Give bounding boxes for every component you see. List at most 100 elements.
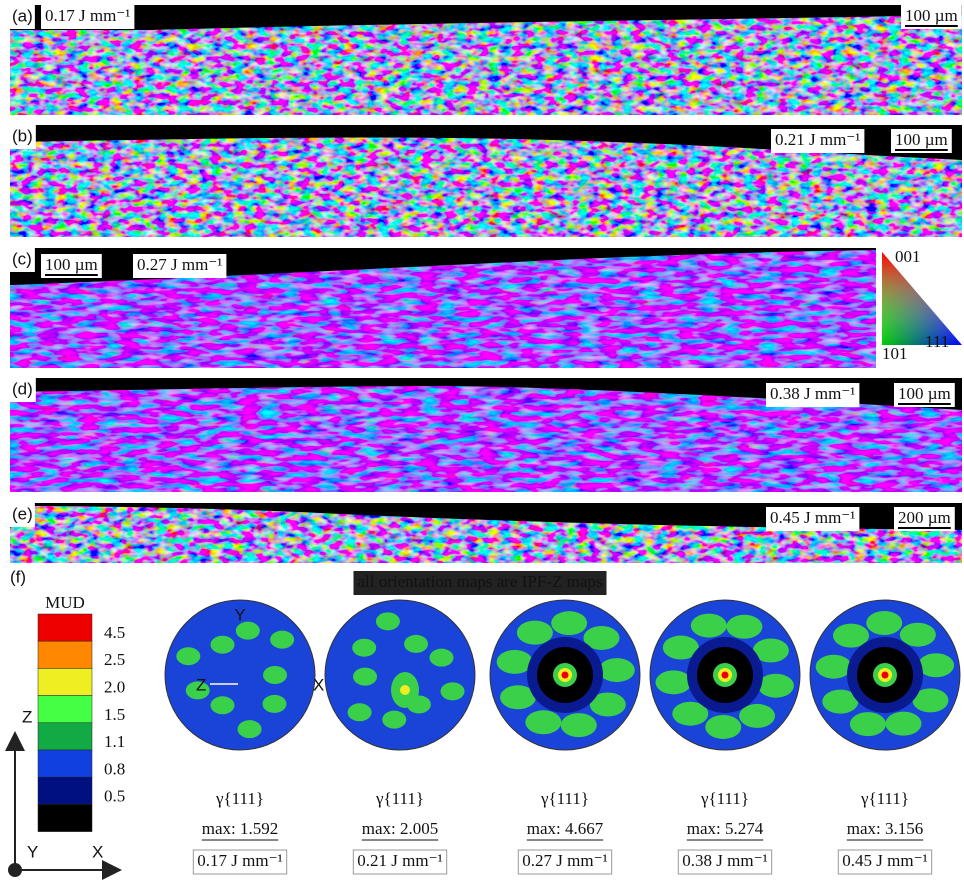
scale-bar-label: 200 µm [898, 508, 951, 527]
pf-energy-box [352, 849, 448, 875]
frame-x-label: X [92, 842, 103, 861]
energy-label: 0.17 J mm⁻¹ [45, 6, 130, 25]
pf-plane: γ{111} [700, 789, 749, 808]
pf-max: max: 5.274 [687, 819, 764, 838]
contour [598, 658, 635, 683]
pf-max: max: 3.156 [847, 819, 924, 838]
legend-swatch [37, 613, 93, 642]
pf-energy: 0.21 J mm⁻¹ [357, 851, 442, 870]
panel-label-box [8, 503, 35, 527]
pf-energy-box [517, 849, 613, 875]
note: all orientation maps are IPF-Z maps [357, 572, 602, 591]
scale-bar-label: 100 µm [898, 384, 951, 403]
contour [500, 685, 537, 710]
panel-label: (c) [12, 249, 32, 268]
panel-label: (e) [12, 504, 33, 523]
frame-z-label: Z [22, 707, 32, 726]
energy-label-box [766, 507, 860, 531]
note-box [353, 571, 607, 595]
energy-label: 0.21 J mm⁻¹ [775, 130, 860, 149]
contour [347, 703, 372, 722]
contours [815, 611, 955, 737]
contour [912, 688, 949, 713]
legend-level: 1.5 [104, 705, 125, 724]
pf-axis-x: X [313, 675, 324, 694]
legend-level: 1.1 [104, 732, 125, 751]
panel-label: (a) [12, 6, 33, 25]
contour [822, 689, 859, 714]
scale-bar-label: 100 µm [905, 6, 958, 25]
contour [885, 711, 922, 736]
contour [690, 613, 727, 638]
contour [918, 653, 955, 678]
frame-y-label: Y [27, 842, 38, 861]
frame-y [8, 863, 22, 877]
contour [516, 620, 553, 645]
legend-swatch [37, 749, 93, 778]
panel-label-box [8, 248, 35, 272]
contour [352, 638, 377, 657]
panel-label-box [8, 125, 36, 149]
contour [382, 710, 407, 729]
contour [237, 720, 262, 739]
contour [560, 713, 597, 738]
scale-bar-label: 100 µm [895, 130, 948, 149]
contour [176, 647, 201, 666]
contour [739, 703, 776, 728]
contour [721, 671, 729, 679]
energy-label-box [771, 129, 865, 153]
pf-energy-box [677, 849, 773, 875]
energy-label: 0.27 J mm⁻¹ [137, 255, 222, 274]
contour [375, 612, 400, 631]
contour [655, 670, 692, 695]
legend-swatch [37, 640, 93, 669]
pf-max: max: 1.592 [202, 819, 279, 838]
pf-plane: γ{111} [375, 789, 424, 808]
energy-label: 0.45 J mm⁻¹ [770, 508, 855, 527]
sample-edge [10, 378, 962, 410]
contour [757, 673, 794, 698]
contour [235, 621, 260, 640]
pf-energy-box [192, 849, 288, 875]
contour [899, 622, 936, 647]
legend-level: 0.5 [104, 787, 125, 806]
contour [849, 712, 886, 737]
ipf-001: 001 [895, 247, 921, 266]
legend-level: 0.8 [104, 759, 125, 778]
contours [347, 612, 465, 729]
contour [726, 614, 763, 639]
contour [185, 681, 210, 700]
energy-label-box [41, 5, 135, 29]
legend-swatch [37, 804, 93, 832]
contour [270, 630, 295, 649]
legend-swatch [37, 776, 93, 805]
panel-label-box [8, 378, 36, 402]
panel-label-box [8, 5, 35, 29]
contour [440, 682, 465, 701]
legend-swatch [37, 668, 93, 696]
panel-label: (b) [12, 126, 33, 145]
pf-energy-box [837, 849, 933, 875]
ipf-triangle-top [882, 252, 962, 345]
pf-energy: 0.38 J mm⁻¹ [682, 851, 767, 870]
pf-energy: 0.45 J mm⁻¹ [842, 851, 927, 870]
panel-label: (d) [12, 379, 33, 398]
energy-label-box [133, 254, 227, 278]
contours [496, 611, 635, 738]
contour [210, 635, 235, 654]
pf-axis-y: Y [234, 605, 245, 624]
legend-level: 2.5 [104, 650, 125, 669]
pf-axis-z: Z [196, 675, 206, 694]
pf-plane: γ{111} [860, 789, 909, 808]
pf-max: max: 2.005 [362, 819, 439, 838]
contour [752, 638, 789, 663]
contour [662, 635, 699, 660]
contour [525, 710, 562, 735]
contours [655, 613, 794, 739]
sample-edge [10, 5, 962, 30]
contour [400, 685, 410, 695]
contour [429, 648, 454, 667]
pf-plane: γ{111} [215, 789, 264, 808]
ipf-101: 101 [882, 344, 908, 363]
